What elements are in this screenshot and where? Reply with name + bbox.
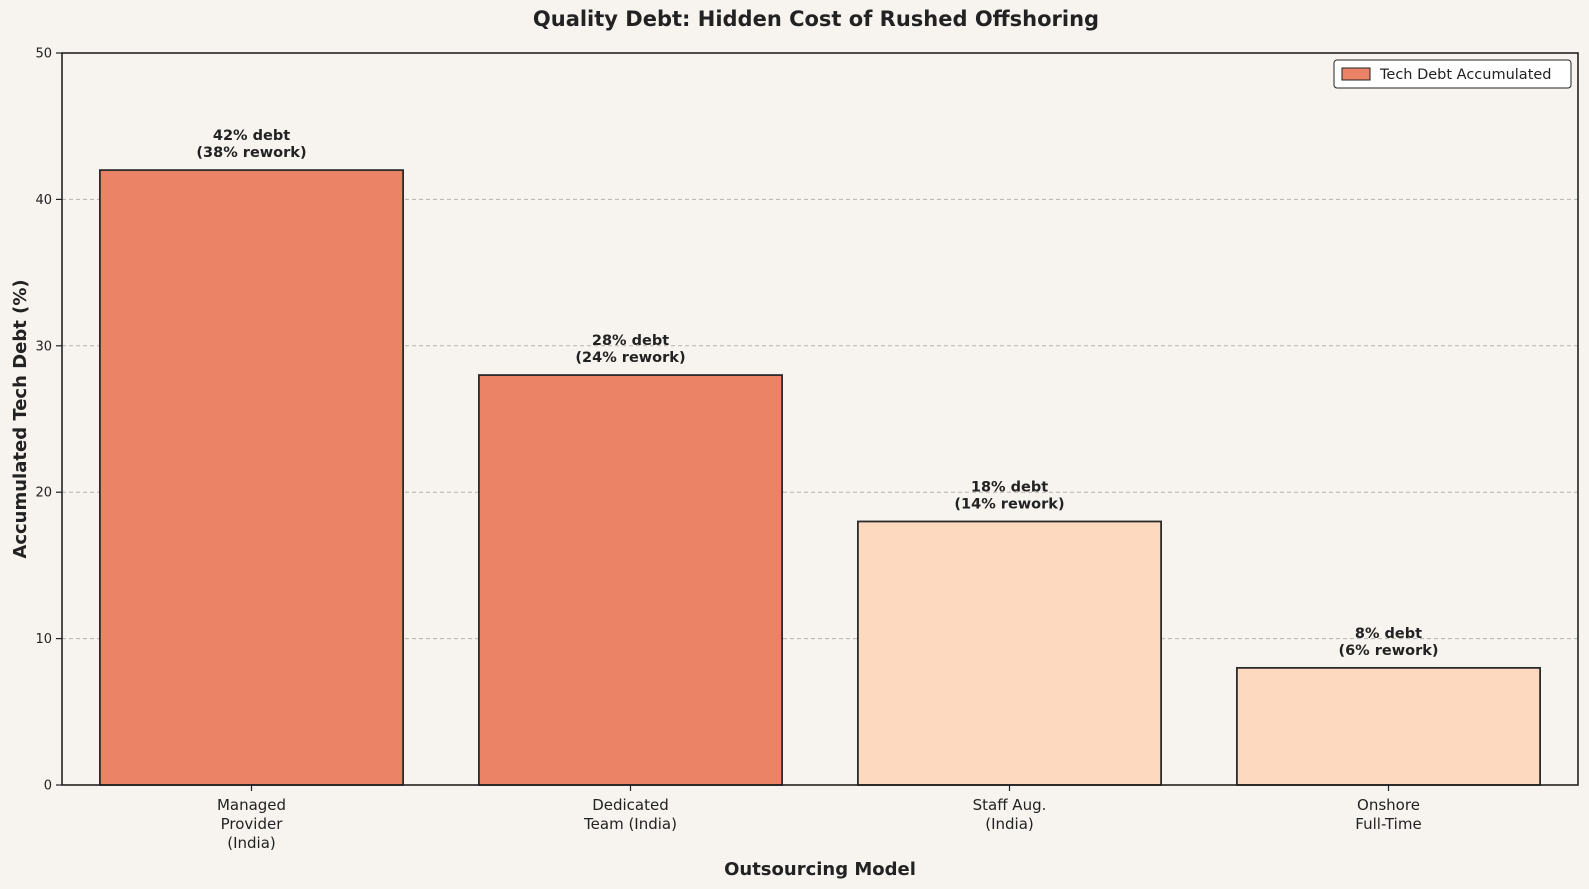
x-tick-label: Dedicated xyxy=(592,796,669,814)
bar xyxy=(857,520,1163,786)
legend-box xyxy=(1333,59,1572,89)
bar-value-label: (38% rework) xyxy=(196,145,306,161)
y-tick-label: 30 xyxy=(35,339,52,354)
bar-labels: 42% debt(38% rework) 28% debt(24% rework)… xyxy=(196,128,1438,659)
x-tick-label: Staff Aug. xyxy=(973,796,1047,814)
bar xyxy=(477,374,784,786)
chart-title: Quality Debt: Hidden Cost of Rushed Offs… xyxy=(533,7,1099,31)
bar-value-label: (14% rework) xyxy=(954,496,1064,512)
y-tick-label: 20 xyxy=(35,486,52,501)
x-tick-label: Full-Time xyxy=(1355,815,1421,833)
x-tick-label: Onshore xyxy=(1357,796,1420,814)
x-tick-label: (India) xyxy=(985,815,1034,833)
bar-value-label: 28% debt xyxy=(592,333,669,349)
bar-value-label: 18% debt xyxy=(971,479,1048,495)
bar-value-label: 8% debt xyxy=(1355,626,1422,642)
legend-label: Tech Debt Accumulated xyxy=(1379,67,1552,83)
x-tick-label: Provider xyxy=(221,815,284,833)
y-tick-label: 50 xyxy=(35,47,52,62)
bar xyxy=(99,169,405,786)
y-tick-label: 0 xyxy=(44,779,52,794)
bar-value-label: (6% rework) xyxy=(1338,643,1438,659)
x-tick-label: (India) xyxy=(227,834,276,852)
bar xyxy=(1236,666,1542,786)
y-axis-label: Accumulated Tech Debt (%) xyxy=(10,279,31,558)
y-axis-ticks: 0 10 20 30 40 50 xyxy=(35,47,62,794)
y-tick-label: 10 xyxy=(35,632,52,647)
bar-value-label: 42% debt xyxy=(213,128,290,144)
x-axis-label: Outsourcing Model xyxy=(724,859,916,880)
bars xyxy=(99,169,1542,786)
legend-swatch xyxy=(1341,67,1371,81)
legend: Tech Debt Accumulated xyxy=(1333,59,1572,89)
y-tick-label: 40 xyxy=(35,193,52,208)
plot-frame xyxy=(61,52,1579,786)
x-tick-label: Managed xyxy=(217,796,286,814)
x-tick-label: Team (India) xyxy=(583,815,677,833)
bar-value-label: (24% rework) xyxy=(575,350,685,366)
